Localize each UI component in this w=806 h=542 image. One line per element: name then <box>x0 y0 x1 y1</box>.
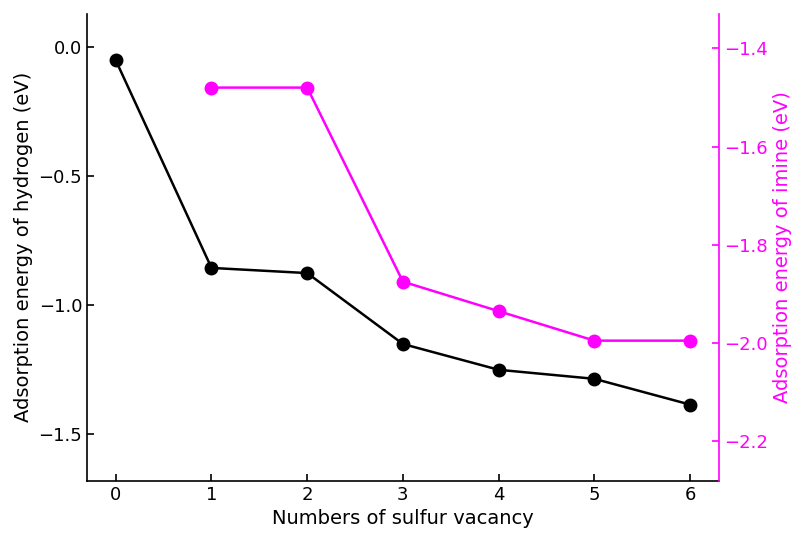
Y-axis label: Adsorption energy of hydrogen (eV): Adsorption energy of hydrogen (eV) <box>14 72 33 422</box>
Y-axis label: Adsorption energy of imine (eV): Adsorption energy of imine (eV) <box>773 92 792 403</box>
X-axis label: Numbers of sulfur vacancy: Numbers of sulfur vacancy <box>272 509 534 528</box>
